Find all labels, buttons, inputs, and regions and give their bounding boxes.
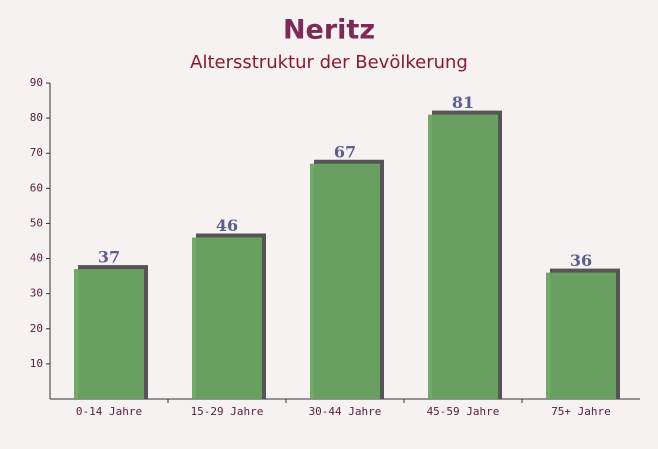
y-tick-label: 10	[30, 357, 43, 370]
x-tick-label: 0-14 Jahre	[76, 405, 142, 418]
value-label: 37	[98, 248, 120, 267]
bar	[546, 272, 616, 399]
bar	[74, 269, 144, 399]
y-tick-label: 70	[30, 146, 43, 159]
chart-subtitle: Altersstruktur der Bevölkerung	[190, 52, 468, 73]
chart-title: Neritz	[283, 15, 375, 46]
value-label: 36	[570, 251, 592, 270]
bar	[428, 114, 498, 399]
value-label: 67	[334, 142, 356, 161]
y-tick-label: 80	[30, 111, 43, 124]
x-tick-label: 75+ Jahre	[551, 405, 611, 418]
x-tick-label: 30-44 Jahre	[309, 405, 382, 418]
y-tick-label: 50	[30, 216, 43, 229]
x-tick-label: 15-29 Jahre	[191, 405, 264, 418]
y-tick-label: 30	[30, 287, 43, 300]
value-label: 46	[216, 216, 238, 235]
y-tick-label: 20	[30, 322, 43, 335]
y-tick-label: 60	[30, 181, 43, 194]
y-tick-label: 40	[30, 252, 43, 265]
y-tick-label: 90	[30, 76, 43, 89]
x-tick-label: 45-59 Jahre	[427, 405, 500, 418]
bar	[310, 163, 380, 399]
bar	[192, 237, 262, 399]
value-label: 81	[452, 93, 474, 112]
